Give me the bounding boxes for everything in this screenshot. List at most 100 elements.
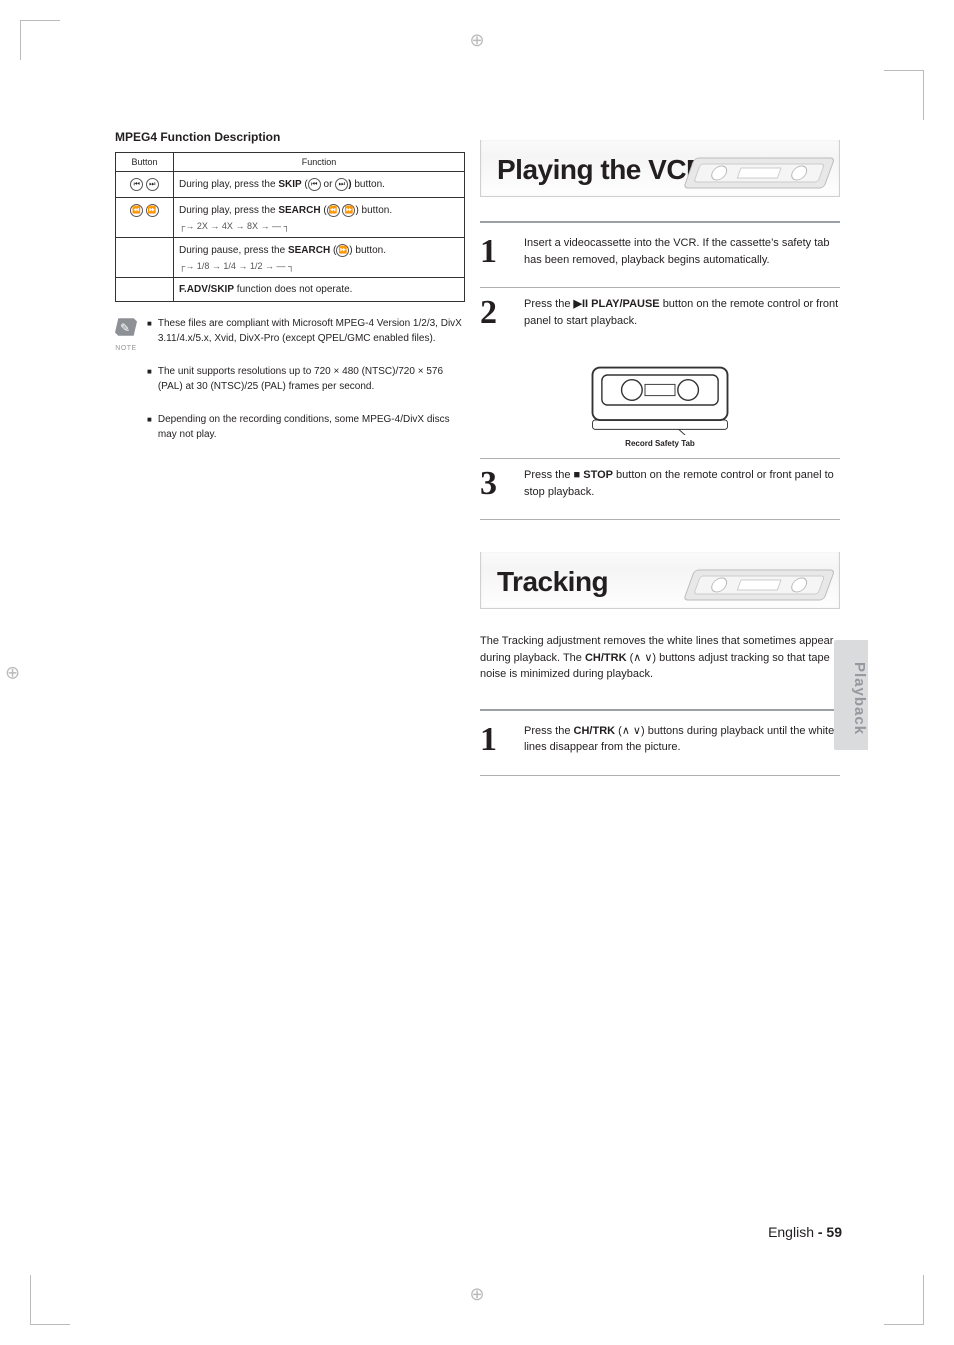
note-block: NOTE ■ These files are compliant with Mi… xyxy=(115,316,465,460)
skip-prev-icon: ⏮ xyxy=(308,178,321,191)
text: button. xyxy=(362,205,393,216)
fadv-buttons-cell xyxy=(116,278,174,302)
tracking-box: Tracking xyxy=(480,552,840,609)
note-text: These files are compliant with Microsoft… xyxy=(158,316,465,346)
tracking-step-1: 1 Press the CH/TRK (∧ ∨) buttons during … xyxy=(480,715,840,776)
step-1: 1 Insert a videocassette into the VCR. I… xyxy=(480,227,840,288)
slow-desc: During pause, press the SEARCH (⏩) butto… xyxy=(174,238,465,278)
left-column: MPEG4 Function Description Button Functi… xyxy=(115,130,465,460)
stop-label: ■ STOP xyxy=(574,469,613,481)
search-buttons-cell: ⏪ ⏩ xyxy=(116,198,174,238)
skip-desc: During play, press the SKIP (⏮ or ⏭) but… xyxy=(174,172,465,198)
crop-mark xyxy=(884,1275,924,1325)
skip-prev-icon: ⏮ xyxy=(130,178,143,191)
skip-next-icon: ⏭ xyxy=(146,178,159,191)
separator xyxy=(480,709,840,711)
table-header-function: Function xyxy=(174,153,465,172)
slow-search-label: SEARCH xyxy=(288,245,330,256)
chain-step: 2X xyxy=(197,221,208,231)
page-number: - 59 xyxy=(818,1224,842,1240)
search-rev-icon: ⏪ xyxy=(327,204,340,217)
step-number: 2 xyxy=(480,296,510,330)
table-row: F.ADV/SKIP function does not operate. xyxy=(116,278,465,302)
step-number: 1 xyxy=(480,723,510,757)
table-row: During pause, press the SEARCH (⏩) butto… xyxy=(116,238,465,278)
speed-chain: ┌→ 2X → 4X → 8X → — ┐ xyxy=(179,221,459,231)
search-fwd-icon: ⏩ xyxy=(342,204,355,217)
note-icon xyxy=(115,316,137,338)
step-2-text: Press the ▶II PLAY/PAUSE button on the r… xyxy=(524,296,840,330)
play-pause-label: ▶II PLAY/PAUSE xyxy=(574,298,660,310)
note-item: ■ These files are compliant with Microso… xyxy=(147,316,465,346)
text: Press the xyxy=(524,469,574,481)
fadv-label: F.ADV/SKIP xyxy=(179,284,234,295)
registration-mark: ⊕ xyxy=(5,662,20,683)
slow-buttons-cell xyxy=(116,238,174,278)
slow-chain: ┌→ 1/8 → 1/4 → 1/2 → — ┐ xyxy=(179,261,459,271)
search-rev-icon: ⏪ xyxy=(130,204,143,217)
skip-next-icon: ⏭ xyxy=(335,178,348,191)
text: Press the xyxy=(524,298,574,310)
square-bullet-icon: ■ xyxy=(147,414,152,442)
text: function does not operate. xyxy=(237,284,353,295)
tracking-intro: The Tracking adjustment removes the whit… xyxy=(480,633,840,683)
note-item: ■ Depending on the recording conditions,… xyxy=(147,412,465,442)
search-fwd-icon: ⏩ xyxy=(336,244,349,257)
text: During play, press the xyxy=(179,205,278,216)
chain-step: 1/4 xyxy=(223,261,236,271)
chain-step: 4X xyxy=(222,221,233,231)
note-icon-wrap: NOTE xyxy=(115,316,137,460)
fadv-desc: F.ADV/SKIP function does not operate. xyxy=(174,278,465,302)
table-row: ⏮ ⏭ During play, press the SKIP (⏮ or ⏭)… xyxy=(116,172,465,198)
text: button. xyxy=(354,179,385,190)
footer-language: English xyxy=(768,1224,818,1240)
text: During pause, press the xyxy=(179,245,288,256)
square-bullet-icon: ■ xyxy=(147,366,152,394)
chtrk-label: CH/TRK xyxy=(574,725,616,737)
step-2: 2 Press the ▶II PLAY/PAUSE button on the… xyxy=(480,288,840,348)
note-label: NOTE xyxy=(115,345,136,352)
text: During play, press the xyxy=(179,179,278,190)
page-content: MPEG4 Function Description Button Functi… xyxy=(50,70,904,1270)
note-text: Depending on the recording conditions, s… xyxy=(158,412,465,442)
vhs-tape-icon xyxy=(669,558,849,613)
step-number: 3 xyxy=(480,467,510,501)
step-3-text: Press the ■ STOP button on the remote co… xyxy=(524,467,840,501)
right-column: Playing the VCR 1 Insert a videocassette… xyxy=(480,140,840,776)
step-3: 3 Press the ■ STOP button on the remote … xyxy=(480,459,840,520)
playing-vcr-box: Playing the VCR xyxy=(480,140,840,197)
note-list: ■ These files are compliant with Microso… xyxy=(147,316,465,460)
mpeg4-section-title: MPEG4 Function Description xyxy=(115,130,465,144)
mpeg4-function-table: Button Function ⏮ ⏭ During play, press t… xyxy=(115,152,465,302)
skip-label: SKIP xyxy=(278,179,301,190)
playback-side-tab: Playback xyxy=(834,640,868,750)
chain-step: 8X xyxy=(247,221,258,231)
text: button. xyxy=(355,245,386,256)
chain-step: — xyxy=(276,261,285,271)
table-header-button: Button xyxy=(116,153,174,172)
page-footer: English - 59 xyxy=(768,1224,842,1240)
square-bullet-icon: ■ xyxy=(147,318,152,346)
step-1-text: Insert a videocassette into the VCR. If … xyxy=(524,235,840,269)
skip-buttons-cell: ⏮ ⏭ xyxy=(116,172,174,198)
registration-mark: ⊕ xyxy=(469,1284,484,1305)
chtrk-label: CH/TRK xyxy=(585,652,627,664)
chain-step: 1/2 xyxy=(250,261,263,271)
chain-step: 1/8 xyxy=(197,261,210,271)
cassette-caption: Record Safety Tab xyxy=(480,439,840,448)
note-text: The unit supports resolutions up to 720 … xyxy=(158,364,465,394)
chain-step: — xyxy=(272,221,281,231)
note-item: ■ The unit supports resolutions up to 72… xyxy=(147,364,465,394)
tracking-step-1-text: Press the CH/TRK (∧ ∨) buttons during pl… xyxy=(524,723,840,757)
crop-mark xyxy=(30,1275,70,1325)
search-fwd-icon: ⏩ xyxy=(146,204,159,217)
separator xyxy=(480,221,840,223)
cassette-illustration xyxy=(585,360,735,435)
step-number: 1 xyxy=(480,235,510,269)
registration-mark: ⊕ xyxy=(469,30,484,51)
text: Press the xyxy=(524,725,574,737)
search-label: SEARCH xyxy=(278,205,320,216)
table-row: ⏪ ⏩ During play, press the SEARCH (⏪ ⏩) … xyxy=(116,198,465,238)
search-desc: During play, press the SEARCH (⏪ ⏩) butt… xyxy=(174,198,465,238)
vhs-tape-icon xyxy=(669,146,849,201)
